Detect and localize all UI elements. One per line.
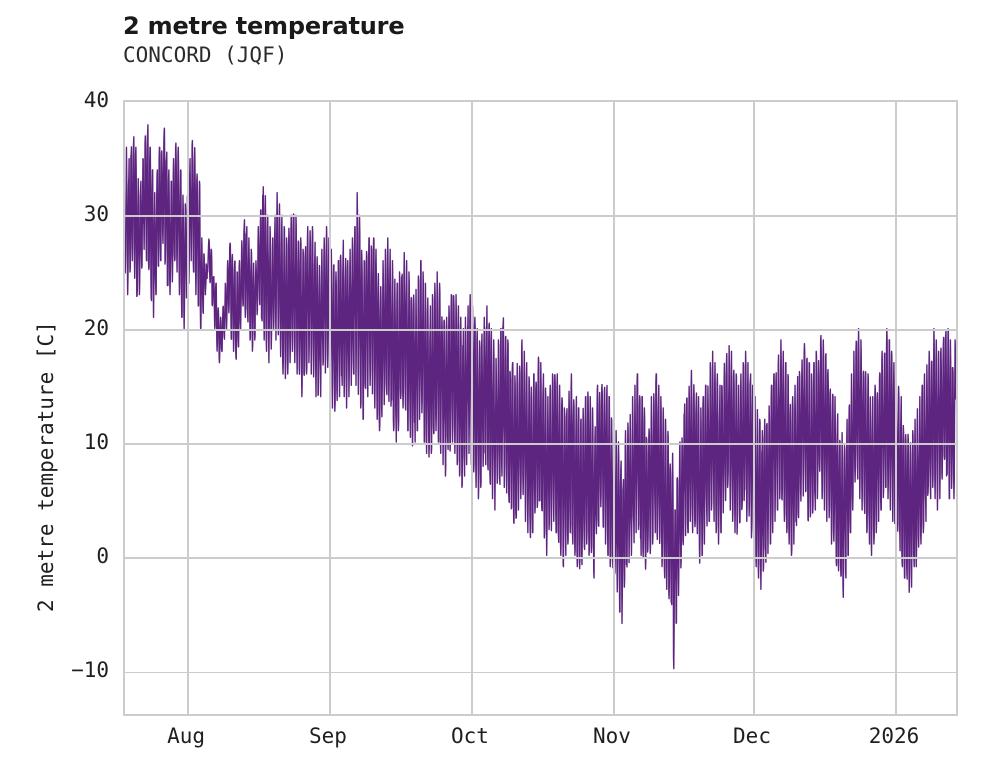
x-axis-tick-label: Sep (309, 724, 347, 748)
y-axis-tick-label: 40 (83, 88, 109, 112)
page-title: 2 metre temperature (123, 12, 405, 40)
x-axis-tick-label: Oct (450, 724, 489, 748)
y-axis-tick-label: 10 (83, 430, 109, 455)
y-axis-tick-layer: 40 30 20 10 0 −10 (0, 88, 123, 716)
y-axis-tick-label: 30 (83, 202, 109, 227)
temperature-line (125, 124, 956, 670)
x-axis-tick-label: Nov (593, 724, 631, 748)
y-axis-tick-label: 0 (96, 544, 109, 569)
gridline-vertical (613, 102, 615, 714)
gridline-horizontal (125, 671, 956, 674)
x-axis-tick-label: 2026 (868, 724, 920, 748)
gridline-horizontal (125, 329, 956, 331)
y-axis-tick-label: 20 (83, 316, 109, 341)
temperature-series (125, 124, 956, 670)
title-block: 2 metre temperature CONCORD (JQF) (123, 12, 823, 69)
gridline-vertical (895, 102, 897, 714)
x-axis-tick-layer: Aug Sep Oct Nov Dec 2026 (123, 724, 958, 764)
gridline-vertical (329, 102, 331, 714)
plot-area (123, 100, 958, 716)
gridline-vertical (187, 102, 189, 714)
gridline-vertical (471, 102, 473, 714)
gridline-horizontal (125, 215, 956, 217)
y-axis-tick-label: −10 (71, 658, 109, 683)
x-axis-tick-label: Dec (733, 724, 771, 748)
gridline-vertical (753, 102, 755, 714)
gridline-horizontal (125, 557, 956, 560)
gridline-horizontal (125, 443, 956, 446)
x-axis-tick-label: Aug (167, 724, 205, 748)
chart-subtitle: CONCORD (JQF) (123, 43, 288, 67)
